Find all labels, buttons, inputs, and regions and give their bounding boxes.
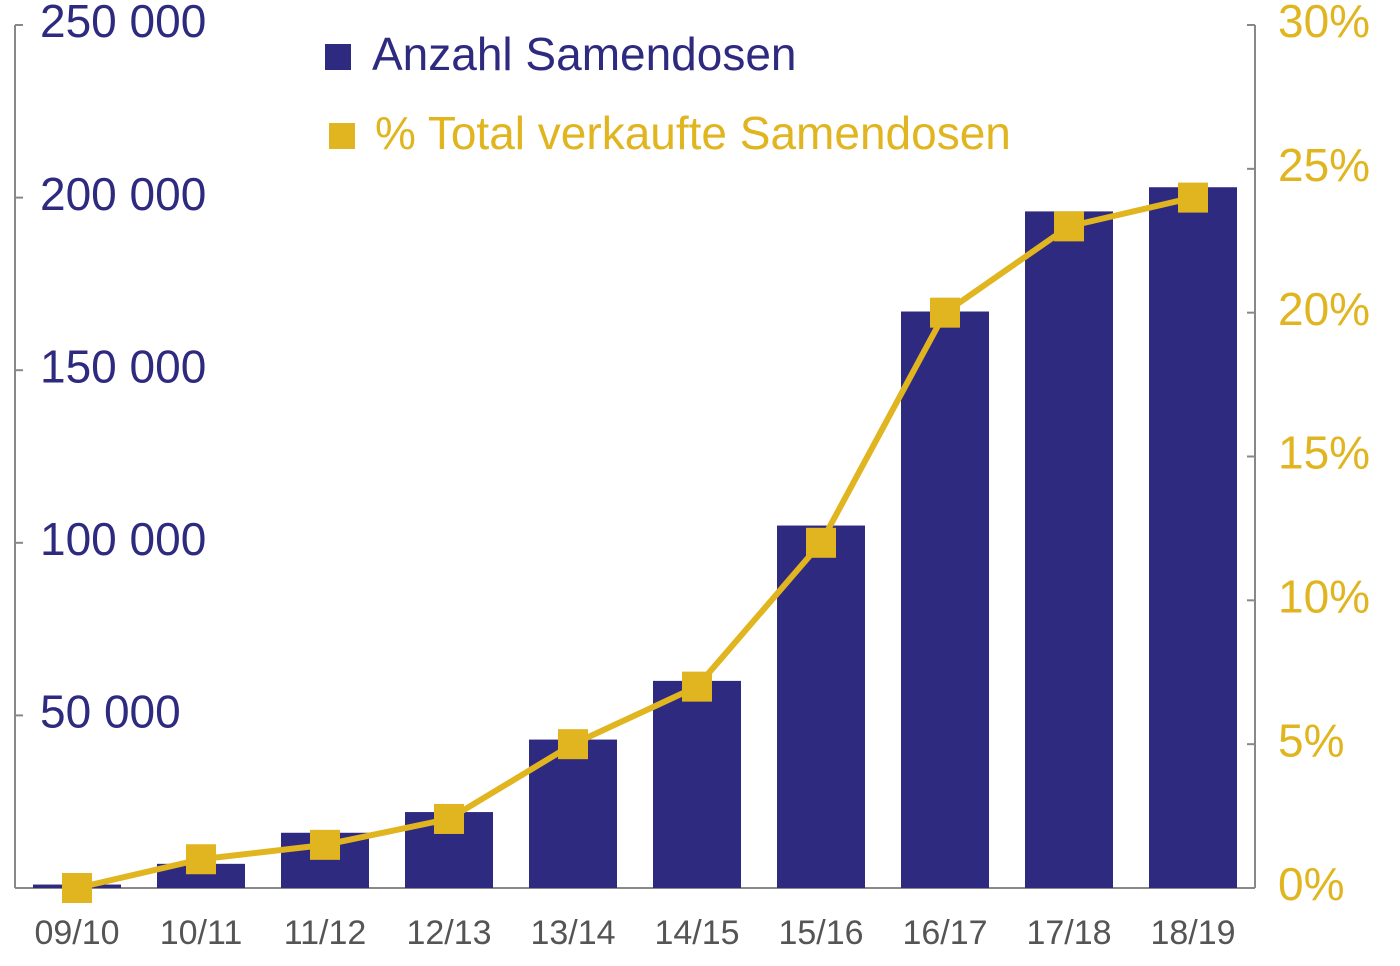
legend-swatch <box>329 123 355 149</box>
x-tick-label: 14/15 <box>654 914 739 952</box>
bar <box>901 311 989 888</box>
x-tick-label: 13/14 <box>530 914 615 952</box>
y2-tick-label: 15% <box>1278 427 1370 479</box>
bar <box>1149 187 1237 888</box>
y-tick-label: 100 000 <box>40 513 206 565</box>
y2-tick-label: 25% <box>1278 139 1370 191</box>
bar <box>1025 211 1113 888</box>
line-marker <box>186 844 216 875</box>
bar <box>653 680 741 888</box>
x-tick-label: 16/17 <box>902 914 987 952</box>
line-marker <box>1178 182 1208 213</box>
legend-swatch <box>325 44 351 70</box>
line-marker <box>1054 211 1084 242</box>
y-tick-label: 200 000 <box>40 168 206 220</box>
y-tick-label: 150 000 <box>40 340 206 392</box>
line-marker <box>434 803 464 834</box>
x-tick-label: 12/13 <box>406 914 491 952</box>
line-marker <box>682 671 712 702</box>
x-tick-label: 15/16 <box>778 914 863 952</box>
line-marker <box>310 829 340 860</box>
line-marker <box>62 873 92 903</box>
x-tick-label: 11/12 <box>284 914 367 952</box>
x-tick-label: 17/18 <box>1026 914 1111 952</box>
y-tick-label: 50 000 <box>40 686 181 738</box>
y-tick-label: 250 000 <box>40 0 206 47</box>
y2-tick-label: 30% <box>1278 0 1370 47</box>
y2-tick-label: 5% <box>1278 714 1344 766</box>
line-marker <box>930 297 960 328</box>
y2-tick-label: 20% <box>1278 283 1370 335</box>
legend-label: Anzahl Samendosen <box>372 28 797 80</box>
line <box>76 194 1194 891</box>
legend-label: % Total verkaufte Samendosen <box>375 107 1011 159</box>
y2-tick-label: 10% <box>1278 570 1370 622</box>
y2-tick-label: 0% <box>1278 858 1344 910</box>
x-tick-label: 09/10 <box>34 914 119 952</box>
x-tick-label: 18/19 <box>1150 914 1235 952</box>
bar <box>777 525 865 888</box>
x-tick-label: 10/11 <box>160 914 243 952</box>
line-marker <box>806 527 836 558</box>
line-marker <box>558 729 588 760</box>
